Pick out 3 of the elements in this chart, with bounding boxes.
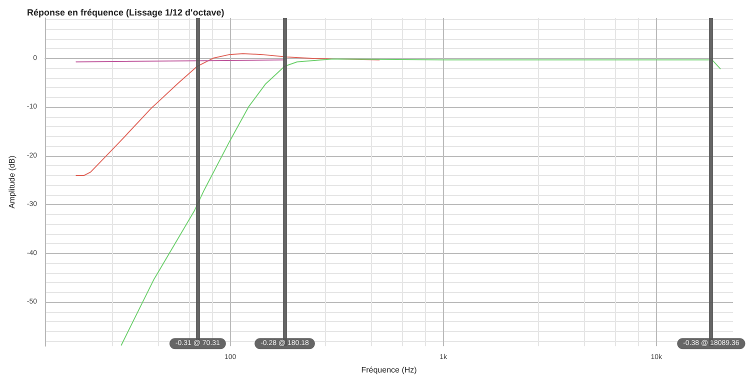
chart-title: Réponse en fréquence (Lissage 1/12 d'octave) [27, 8, 224, 18]
x-axis-title: Fréquence (Hz) [361, 366, 418, 374]
y-axis-title: Amplitude (dB) [8, 155, 16, 209]
